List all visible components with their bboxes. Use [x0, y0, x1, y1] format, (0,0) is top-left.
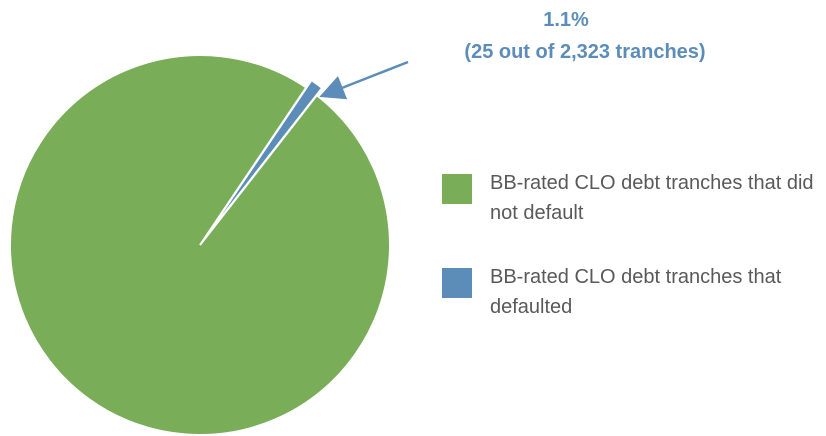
legend-label: BB-rated CLO debt tranches that defaulte…	[490, 266, 782, 318]
annotation-arrow	[319, 60, 409, 100]
legend-item: BB-rated CLO debt tranches that defaulte…	[442, 262, 822, 322]
annotation: (25 out of 2,323 tranches)	[464, 41, 705, 63]
value-label: 1.1%	[543, 9, 589, 31]
legend-item: BB-rated CLO debt tranches that did not …	[442, 168, 822, 228]
legend-swatch	[442, 174, 472, 204]
legend-label: BB-rated CLO debt tranches that did not …	[490, 172, 814, 224]
legend-swatch	[442, 268, 472, 298]
pie-slice	[9, 54, 391, 436]
